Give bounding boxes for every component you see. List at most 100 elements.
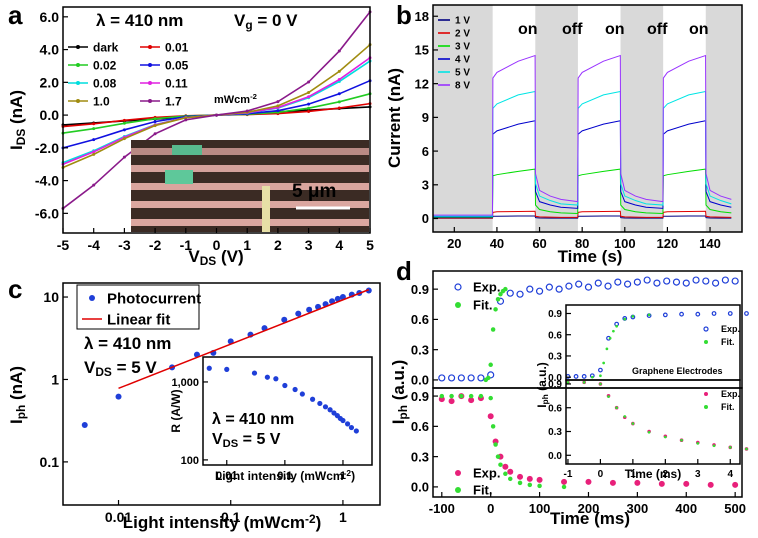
data-point [449,393,454,399]
legend-label: 0.11 [165,76,188,90]
data-point [92,127,96,131]
flake [165,170,193,184]
data-point [337,78,341,82]
annotation: VDS = 5 V [212,431,281,450]
x-tick-label: 120 [657,236,679,251]
y-tick-label: 4.0 [40,42,60,58]
text-part: V [212,431,223,448]
off-region [433,5,493,232]
annotation: off [562,21,583,38]
y-axis-label: Current (nA) [385,68,404,168]
panel-letter: b [396,0,412,30]
data-point [276,109,280,113]
inset-background [566,305,740,380]
x-tick-label: 60 [532,236,546,251]
data-point [251,370,258,376]
x-tick-label: -3 [118,237,131,253]
data-point [276,100,280,104]
y-tick-label: 0.3 [548,352,562,363]
data-point [467,374,475,382]
data-point [153,117,157,121]
legend-swatch [148,99,152,103]
y-tick-label: 0.3 [411,342,429,357]
data-point [614,278,622,286]
legend-label: 1 V [455,16,470,27]
data-point [561,478,568,485]
data-point [536,476,543,483]
data-point [623,280,632,288]
data-point [307,80,311,84]
x-tick-label: 1 [340,470,346,482]
data-point [487,413,494,420]
legend-label: 1.7 [165,94,182,108]
legend-swatch [455,302,461,308]
data-point [81,422,88,429]
data-point [608,336,612,340]
y-tick-label: 3 [422,177,429,192]
data-point [493,442,498,447]
legend-box [76,284,200,330]
y-tick-label: 18 [415,9,429,24]
data-point [344,421,351,427]
text-part: DS [223,438,239,450]
data-point [631,422,635,425]
data-point [682,279,690,287]
data-point [607,395,610,398]
y-tick-label: 0.0 [548,451,562,462]
text-part: V [234,11,246,30]
legend-label: Exp. [721,389,740,399]
annotation: on [605,21,625,38]
x-tick-label: 0.01 [105,509,132,525]
legend-label: Fit. [473,483,493,498]
data-point [535,287,544,295]
data-point [623,317,627,321]
data-point [598,367,603,373]
legend-label: Linear fit [107,311,170,328]
annotation: Vg = 0 V [234,11,298,32]
data-point [502,463,509,470]
x-tick-label: 300 [627,501,649,516]
legend-label: 0.05 [165,58,189,72]
legend-swatch [704,405,708,409]
data-point [184,116,188,120]
data-point [507,468,514,475]
annotation: 5 μm [292,181,336,202]
x-tick-label: 0 [487,501,494,516]
x-tick-label: 100 [529,501,551,516]
legend-label: Exp. [473,280,500,295]
data-point [273,376,279,382]
y-tick-label: 0.6 [411,312,429,327]
data-point [477,374,485,382]
x-tick-label: 4 [727,469,733,480]
off-region [535,5,578,232]
legend-swatch [455,470,461,476]
data-point [526,475,533,482]
text-part: ph [540,394,550,404]
data-point [537,483,542,489]
x-tick-label: 2 [663,469,669,480]
y-tick-label: 6.0 [40,9,60,25]
data-point [658,480,665,487]
data-point [122,121,126,125]
data-point [295,310,302,317]
data-point [711,279,720,287]
data-point [696,442,700,445]
series-line [433,168,732,218]
y-tick-label: 0.6 [548,330,562,341]
x-tick-label: 0.1 [277,470,292,482]
data-point [495,296,501,302]
plot-frame [202,356,373,466]
text-part: I [7,145,26,150]
x-tick-label: 40 [490,236,504,251]
data-point [498,462,503,467]
legend-label: Fit. [721,337,735,347]
data-point [732,481,739,488]
data-point [721,276,729,284]
inset-background [203,357,372,465]
y-tick-label: 2.0 [40,74,60,90]
data-point [327,407,333,413]
data-point [647,430,651,434]
data-point [307,102,311,106]
data-point [503,471,508,477]
data-point [438,374,446,382]
